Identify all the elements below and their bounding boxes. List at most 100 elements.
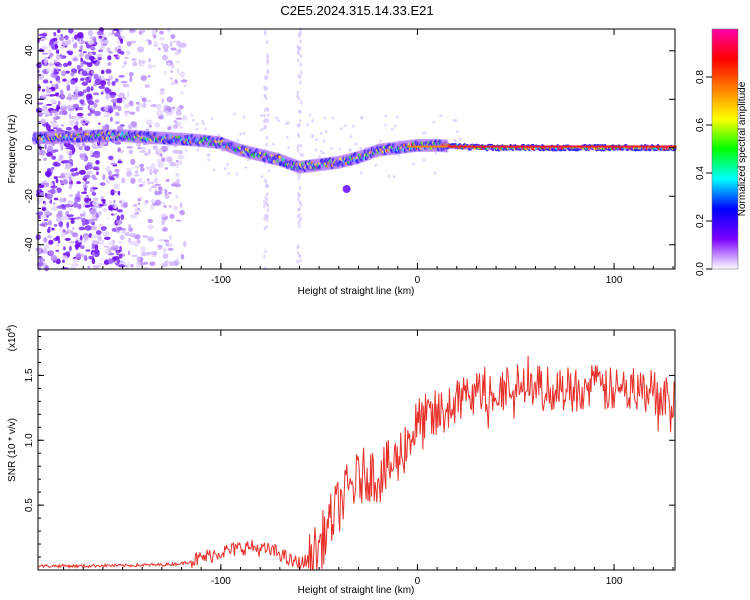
noise-dot	[70, 172, 77, 177]
noise-dot	[191, 118, 195, 122]
noise-dot	[60, 124, 65, 127]
noise-dot	[70, 80, 76, 85]
noise-dot	[68, 240, 76, 244]
noise-dot	[87, 265, 91, 269]
noise-dot	[35, 247, 43, 252]
noise-dot	[47, 49, 53, 54]
noise-dot	[53, 176, 59, 180]
noise-dot	[144, 84, 150, 89]
noise-dot	[98, 35, 103, 39]
noise-dot	[136, 261, 141, 269]
noise-dot	[170, 34, 176, 39]
noise-dot	[196, 148, 200, 152]
noise-dot	[140, 95, 143, 99]
noise-dot	[102, 207, 108, 212]
noise-dot	[117, 190, 121, 196]
noise-dot	[111, 29, 115, 35]
noise-dot	[93, 153, 101, 159]
noise-dot	[57, 210, 63, 216]
spectrogram-axis-ticks: -100 0 100 40 20 0 -20 -40	[24, 29, 675, 286]
noise-dot	[173, 205, 178, 211]
noise-dot	[76, 181, 82, 185]
noise-dot	[38, 149, 46, 156]
noise-dot	[259, 128, 263, 132]
noise-dot	[179, 42, 187, 48]
noise-dot	[73, 115, 81, 121]
noise-dot	[73, 201, 78, 208]
noise-dot	[95, 54, 103, 57]
ridge-peak	[582, 145, 585, 148]
noise-dot	[61, 40, 69, 47]
noise-dot	[207, 158, 211, 162]
noise-dot	[59, 93, 66, 100]
colorbar-tick-label: 0.6	[695, 118, 706, 132]
noise-dot	[51, 155, 57, 160]
ridge-peak	[530, 145, 533, 148]
noise-dot	[84, 187, 87, 192]
noise-dot	[139, 163, 145, 168]
ridge-peak	[584, 145, 587, 148]
noise-dot	[48, 250, 54, 255]
noise-dot	[296, 50, 299, 55]
noise-dot	[107, 55, 112, 61]
noise-dot	[124, 232, 131, 237]
ridge-peak	[438, 145, 441, 148]
noise-dot	[458, 137, 462, 141]
noise-dot	[44, 109, 50, 116]
noise-dot	[75, 252, 82, 259]
noise-dot	[108, 170, 112, 177]
noise-dot	[148, 187, 152, 192]
noise-dot	[62, 180, 69, 185]
noise-dot	[71, 36, 74, 43]
noise-dot	[323, 116, 327, 120]
ridge-peak	[435, 145, 439, 148]
noise-dot	[43, 236, 48, 243]
noise-dot	[65, 126, 72, 131]
ridge-peak	[641, 145, 644, 148]
noise-dot	[158, 238, 165, 242]
noise-dot	[172, 149, 178, 154]
noise-dot	[41, 45, 48, 50]
noise-dot	[95, 230, 102, 236]
ridge-peak	[655, 145, 658, 148]
ridge-peak	[459, 145, 462, 148]
noise-dot	[147, 178, 150, 182]
noise-dot	[157, 158, 162, 165]
noise-dot	[118, 253, 123, 259]
noise-dot	[195, 127, 199, 131]
noise-dot	[160, 42, 164, 47]
noise-dot	[159, 37, 165, 41]
ridge-peak	[664, 145, 668, 148]
noise-dot	[349, 135, 353, 139]
noise-dot	[80, 57, 84, 62]
noise-dot	[113, 190, 117, 193]
noise-dot	[113, 213, 118, 216]
noise-dot	[86, 164, 93, 170]
noise-dot	[151, 163, 156, 170]
noise-dot	[266, 113, 270, 117]
ridge-peak	[558, 145, 562, 148]
colorbar-ticks: 0.0 0.2 0.4 0.6 0.8	[695, 70, 712, 276]
noise-dot	[93, 197, 99, 202]
noise-dot	[90, 46, 96, 51]
noise-dot	[127, 262, 130, 267]
noise-dot	[126, 146, 134, 149]
noise-dot	[217, 133, 221, 137]
noise-dot	[176, 48, 182, 54]
noise-dot	[108, 155, 114, 161]
ridge-peak	[466, 145, 469, 148]
snr-background	[38, 330, 675, 570]
noise-dot	[137, 198, 142, 202]
noise-dot	[125, 50, 131, 56]
noise-dot	[322, 139, 326, 143]
noise-dot	[264, 178, 267, 183]
noise-dot	[104, 87, 110, 93]
noise-dot	[103, 236, 111, 241]
noise-dot	[68, 183, 73, 190]
noise-dot	[169, 81, 177, 86]
noise-dot	[66, 79, 71, 87]
ridge-peak	[485, 145, 488, 148]
noise-dot	[297, 58, 300, 63]
noise-dot	[157, 245, 163, 250]
noise-dot	[263, 94, 266, 99]
